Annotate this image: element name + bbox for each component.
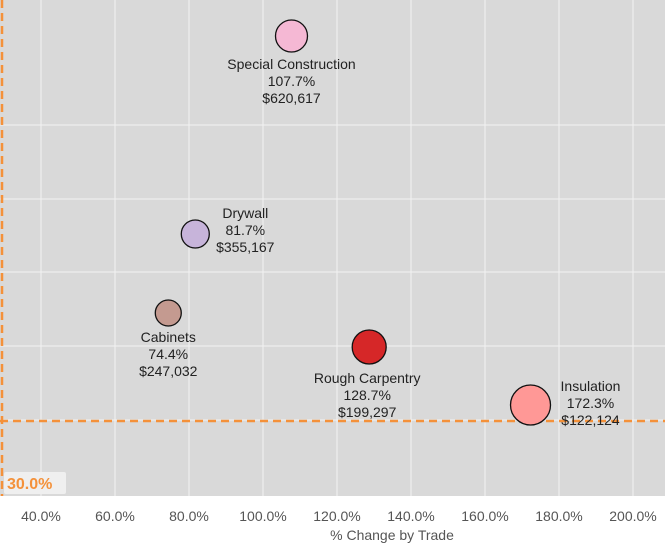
- bubble-special-construction[interactable]: [274, 19, 309, 53]
- x-tick-label: 200.0%: [609, 508, 656, 524]
- bubble-cabinets[interactable]: [154, 299, 182, 327]
- bubble-label-name: Cabinets: [141, 329, 196, 345]
- plot-background: [0, 0, 665, 496]
- x-tick-label: 60.0%: [95, 508, 135, 524]
- bubble-label-name: Rough Carpentry: [314, 370, 421, 386]
- bubble-label-percent: 81.7%: [225, 222, 265, 238]
- x-tick-label: 120.0%: [313, 508, 360, 524]
- bubble-drywall[interactable]: [180, 219, 210, 249]
- x-tick-label: 40.0%: [21, 508, 61, 524]
- x-tick-label: 180.0%: [535, 508, 582, 524]
- bubble-label-amount: $355,167: [216, 239, 275, 255]
- bubble-insulation[interactable]: [509, 384, 552, 426]
- bubble-label-name: Drywall: [222, 205, 268, 221]
- x-tick-label: 80.0%: [169, 508, 209, 524]
- reference-label-box: [4, 472, 66, 494]
- x-axis-title: % Change by Trade: [330, 527, 454, 543]
- bubble-label-amount: $199,297: [338, 404, 397, 420]
- x-tick-label: 100.0%: [239, 508, 286, 524]
- bubble-label-percent: 172.3%: [567, 395, 614, 411]
- bubble-rough-carpentry[interactable]: [351, 329, 387, 365]
- bubble-label-name: Insulation: [561, 378, 621, 394]
- bubble-label-name: Special Construction: [227, 56, 355, 72]
- bubble-label-amount: $122,124: [561, 412, 620, 428]
- reference-label: 30.0%: [7, 476, 52, 493]
- bubble-label-percent: 107.7%: [268, 73, 315, 89]
- x-tick-label: 140.0%: [387, 508, 434, 524]
- x-tick-label: 160.0%: [461, 508, 508, 524]
- bubble-label-amount: $620,617: [262, 90, 321, 106]
- bubble-label-percent: 74.4%: [148, 346, 188, 362]
- bubble-label-amount: $247,032: [139, 363, 198, 379]
- bubble-label-percent: 128.7%: [343, 387, 390, 403]
